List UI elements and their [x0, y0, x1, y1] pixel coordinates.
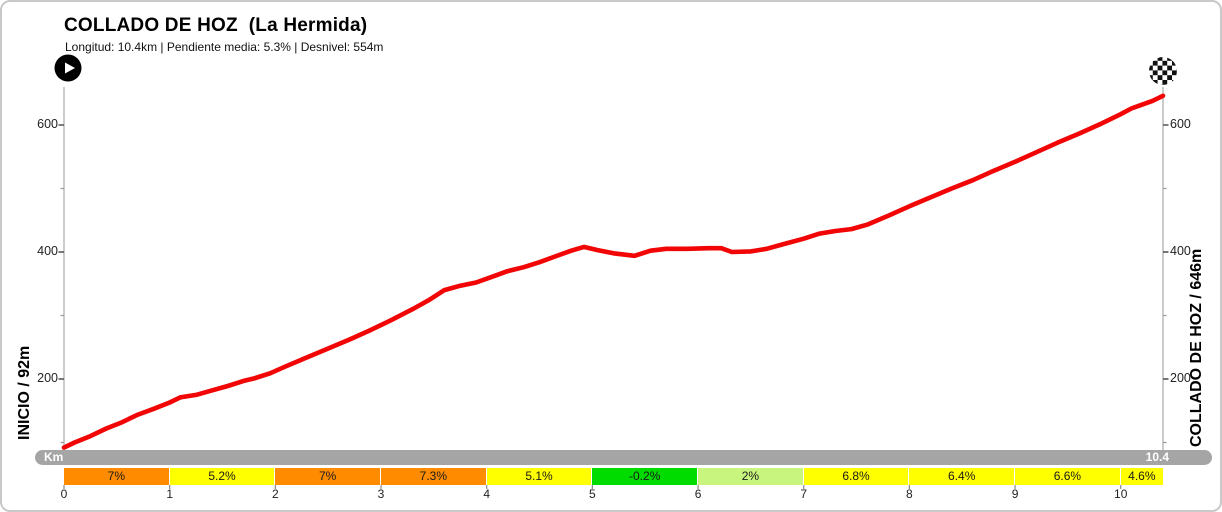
gradient-segment: 5.1% [486, 468, 593, 485]
km-bar-total-distance: 10.4 [1145, 450, 1169, 464]
x-axis-tick-label: 10 [1114, 487, 1128, 501]
km-distance-bar: Km 10.4 [35, 450, 1212, 465]
x-axis-tick-label: 8 [906, 487, 913, 501]
climb-stats-subtitle: Longitud: 10.4km | Pendiente media: 5.3%… [65, 40, 384, 54]
elevation-profile-line [61, 93, 1166, 450]
gradient-segment: 7% [64, 468, 170, 485]
x-axis-tick-label: 2 [272, 487, 279, 501]
gradient-segment: 7.3% [381, 468, 487, 485]
play-icon[interactable] [54, 54, 82, 82]
gradient-segment: 6.6% [1015, 468, 1121, 485]
x-axis-tick-label: 1 [166, 487, 174, 501]
gradient-segment: 5.2% [169, 468, 276, 485]
gradient-segment: 7% [275, 468, 382, 485]
x-axis-tick-label: 6 [694, 487, 702, 501]
x-axis-tick-label: 7 [800, 487, 808, 501]
km-bar-label: Km [44, 450, 64, 464]
y-axis-tick-label-right: 400 [1170, 244, 1191, 258]
page-title: COLLADO DE HOZ (La Hermida) [64, 15, 368, 36]
x-axis-tick-label: 0 [60, 487, 68, 501]
y-axis-tick-label-left: 200 [37, 371, 58, 385]
gradient-segment: 4.6% [1120, 468, 1163, 485]
x-axis-tick-label: 4 [483, 487, 491, 501]
x-axis-tick-label: 9 [1011, 487, 1019, 501]
x-axis-tick-label: 3 [377, 487, 385, 501]
checkered-flag-icon [1149, 57, 1177, 85]
y-axis-tick-label-left: 600 [37, 117, 58, 131]
y-axis-tick-label-right: 200 [1170, 371, 1191, 385]
gradient-segment: 6.8% [803, 468, 910, 485]
start-axis-label: INICIO / 92m [16, 345, 33, 440]
gradient-segment: 2% [698, 468, 804, 485]
gradient-segment: 6.4% [909, 468, 1016, 485]
x-axis-tick-label: 5 [589, 487, 596, 501]
y-axis-tick-label-left: 400 [37, 244, 58, 258]
y-axis-tick-label-right: 600 [1170, 117, 1191, 131]
gradient-segment: -0.2% [592, 468, 699, 485]
summit-axis-label: COLLADO DE HOZ / 646m [1188, 248, 1205, 447]
